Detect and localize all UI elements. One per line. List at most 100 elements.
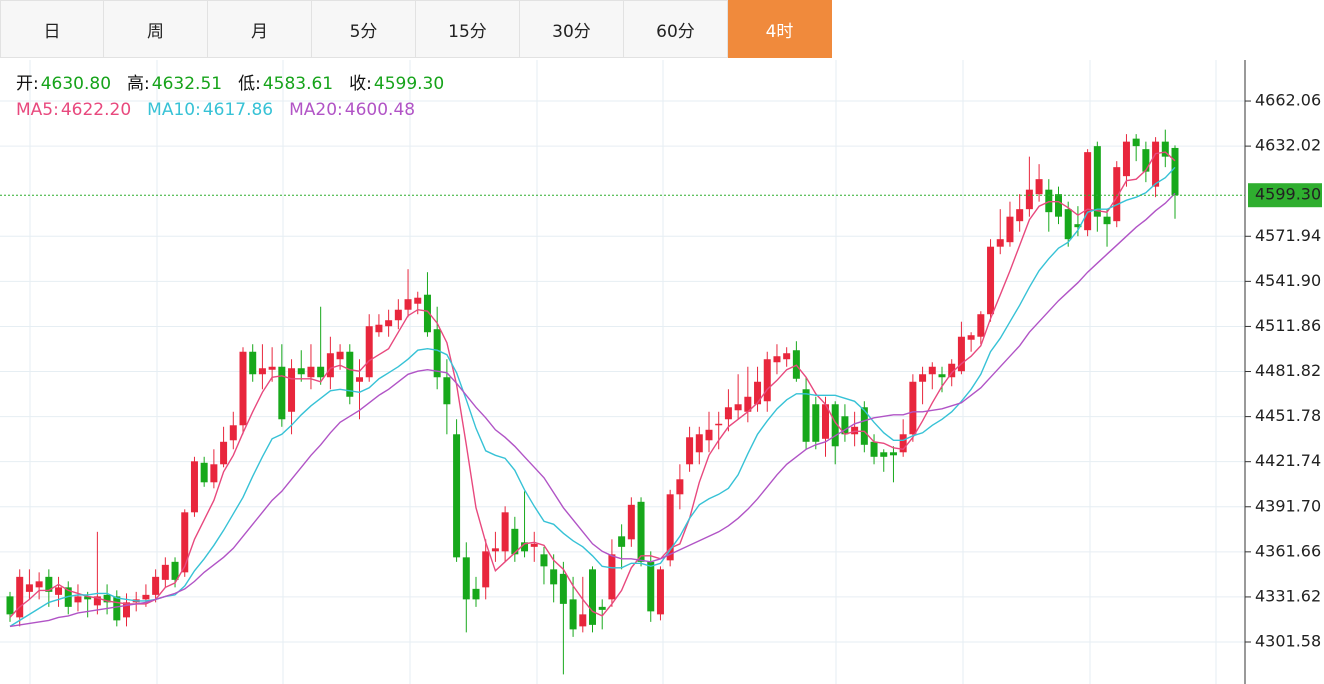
y-tick-label: 4511.86 xyxy=(1255,316,1321,335)
candle-body xyxy=(356,377,363,382)
candle-body xyxy=(744,396,752,412)
y-tick-label: 4481.82 xyxy=(1255,361,1321,380)
candle-body xyxy=(831,404,839,447)
candle-body xyxy=(783,353,791,360)
candle-body xyxy=(851,426,859,435)
period-tab[interactable]: 月 xyxy=(208,0,312,58)
ohlc-value: 4583.61 xyxy=(263,74,333,94)
period-tab[interactable]: 周 xyxy=(104,0,208,58)
candle-body xyxy=(1035,179,1043,195)
candle-body xyxy=(404,299,412,310)
candle-body xyxy=(802,389,810,442)
ma-legend-label: MA10: xyxy=(147,100,201,120)
candle-body xyxy=(724,407,732,420)
candle-body xyxy=(686,437,694,465)
candle-body xyxy=(249,351,257,375)
candle-body xyxy=(1122,141,1130,177)
y-tick-label: 4331.62 xyxy=(1255,586,1321,605)
ma-legend-value: 4600.48 xyxy=(345,100,415,120)
candle-body xyxy=(181,512,189,573)
candle-body xyxy=(472,588,480,600)
y-tick-label: 4391.70 xyxy=(1255,496,1321,515)
candle-body xyxy=(822,404,829,439)
y-tick-label: 4451.78 xyxy=(1255,406,1321,425)
last-price-box xyxy=(1248,183,1322,208)
candle-body xyxy=(268,366,276,370)
candle-body xyxy=(433,329,441,378)
candle-body xyxy=(996,239,1004,247)
candle-body xyxy=(278,366,286,420)
candle-body xyxy=(860,407,868,445)
candle-body xyxy=(317,366,325,378)
candle-body xyxy=(346,351,354,397)
ohlc-value: 4630.80 xyxy=(41,74,111,94)
ohlc-value: 4599.30 xyxy=(374,74,444,94)
candle-body xyxy=(74,596,82,603)
candle-body xyxy=(1084,152,1092,231)
y-tick-label: 4541.90 xyxy=(1255,271,1321,290)
candle-body xyxy=(598,606,606,610)
candle-body xyxy=(220,441,228,465)
candle-body xyxy=(647,561,655,612)
candle-body xyxy=(152,576,160,595)
candle-body xyxy=(530,543,538,547)
candle-body xyxy=(957,336,965,372)
candle-body xyxy=(462,557,470,600)
candle-body xyxy=(705,429,713,441)
y-tick-label: 4662.06 xyxy=(1255,91,1321,110)
period-tab[interactable]: 15分 xyxy=(416,0,520,58)
candle-body xyxy=(375,324,383,333)
candle-body xyxy=(297,368,305,375)
candle-body xyxy=(93,596,101,606)
candle-body xyxy=(880,452,888,457)
candle-body xyxy=(579,614,587,627)
candle-body xyxy=(6,596,14,615)
candle-body xyxy=(365,326,373,378)
period-tab[interactable]: 60分 xyxy=(624,0,728,58)
candle-body xyxy=(550,569,558,585)
candle-body xyxy=(870,441,878,457)
candle-body xyxy=(511,528,519,555)
candle-body xyxy=(1064,209,1072,240)
candle-body xyxy=(1006,216,1014,243)
candle-body xyxy=(1093,146,1101,217)
period-tab[interactable]: 4时 xyxy=(728,0,832,58)
ohlc-label: 低: xyxy=(238,74,261,94)
candle-body xyxy=(666,494,674,561)
candle-body xyxy=(1045,189,1053,213)
candle-body xyxy=(540,554,548,567)
period-tab[interactable]: 5分 xyxy=(312,0,416,58)
candle-body xyxy=(967,335,975,340)
candle-body xyxy=(443,377,451,405)
candle-body xyxy=(928,366,936,375)
period-tab[interactable]: 30分 xyxy=(520,0,624,58)
candle-body xyxy=(773,356,781,363)
candle-body xyxy=(1025,189,1033,210)
candle-body xyxy=(812,404,820,442)
candle-body xyxy=(414,297,422,304)
candle-body xyxy=(45,576,53,592)
candle-body xyxy=(171,561,179,580)
ma-legend-value: 4622.20 xyxy=(61,100,131,120)
ohlc-value: 4632.51 xyxy=(152,74,222,94)
candle-body xyxy=(161,564,169,580)
candle-body xyxy=(1161,141,1169,157)
candle-body xyxy=(948,363,956,378)
candle-body xyxy=(754,381,762,405)
period-tab[interactable]: 日 xyxy=(0,0,104,58)
candle-body xyxy=(501,512,509,552)
candle-body xyxy=(288,368,296,412)
candle-body xyxy=(491,548,499,552)
candle-body xyxy=(763,359,771,402)
candle-body xyxy=(200,462,208,483)
ohlc-label: 开: xyxy=(16,74,39,94)
candle-body xyxy=(423,294,431,333)
candle-body xyxy=(482,551,490,588)
candle-body xyxy=(336,351,344,360)
candle-body xyxy=(1142,149,1150,172)
candle-body xyxy=(569,599,577,630)
y-tick-label: 4571.94 xyxy=(1255,226,1321,245)
y-tick-label: 4301.58 xyxy=(1255,632,1321,651)
